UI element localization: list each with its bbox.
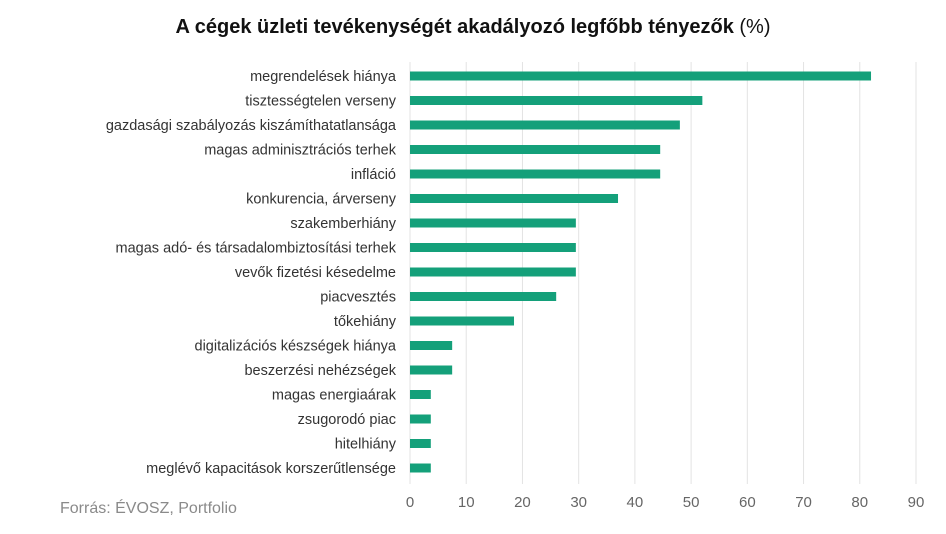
bar	[410, 463, 431, 473]
bar	[410, 243, 576, 252]
x-tick-label: 60	[739, 494, 756, 511]
category-label: gazdasági szabályozás kiszámíthatatlansá…	[106, 118, 397, 134]
x-tick-label: 70	[795, 494, 812, 511]
chart-title-unit: (%)	[739, 16, 771, 38]
chart-title-text: A cégek üzleti tevékenységét akadályozó …	[175, 16, 734, 38]
category-label: beszerzési nehézségek	[244, 363, 396, 379]
x-tick-label: 50	[683, 494, 700, 511]
bar	[410, 218, 576, 228]
bar	[410, 71, 872, 81]
chart-title: A cégek üzleti tevékenységét akadályozó …	[0, 16, 946, 39]
category-label: megrendelések hiánya	[250, 69, 397, 85]
bar	[410, 365, 453, 375]
bar	[410, 292, 557, 301]
bar	[410, 145, 661, 154]
bar	[410, 439, 431, 448]
category-label: meglévő kapacitások korszerűtlensége	[146, 461, 396, 477]
category-label: hitelhiány	[335, 437, 397, 453]
category-label: magas adó- és társadalombiztosítási terh…	[116, 241, 397, 257]
bar	[410, 194, 619, 203]
bar	[410, 414, 431, 424]
category-label: magas adminisztrációs terhek	[204, 143, 397, 159]
category-label: konkurencia, árverseny	[246, 192, 397, 208]
category-label: tisztességtelen verseny	[245, 94, 396, 110]
x-tick-label: 10	[458, 494, 475, 511]
x-tick-label: 20	[514, 494, 531, 511]
category-label: vevők fizetési késedelme	[235, 265, 396, 281]
x-tick-label: 40	[627, 494, 644, 511]
bar	[410, 120, 680, 130]
x-tick-label: 90	[908, 494, 925, 511]
bar	[410, 267, 576, 277]
category-label: szakemberhiány	[290, 216, 396, 232]
bar	[410, 316, 515, 326]
category-label: tőkehiány	[334, 314, 397, 330]
x-tick-label: 80	[851, 494, 868, 511]
source-note: Forrás: ÉVOSZ, Portfolio	[60, 500, 237, 517]
category-label: piacvesztés	[320, 290, 396, 306]
category-label: zsugorodó piac	[298, 412, 396, 428]
category-label: digitalizációs készségek hiánya	[195, 339, 397, 355]
category-label: magas energiaárak	[272, 388, 397, 404]
bar	[410, 341, 453, 350]
bar	[410, 390, 431, 399]
bar	[410, 96, 703, 105]
x-tick-label: 30	[570, 494, 587, 511]
category-label: infláció	[351, 167, 396, 183]
bar	[410, 169, 661, 179]
x-tick-label: 0	[406, 494, 414, 511]
